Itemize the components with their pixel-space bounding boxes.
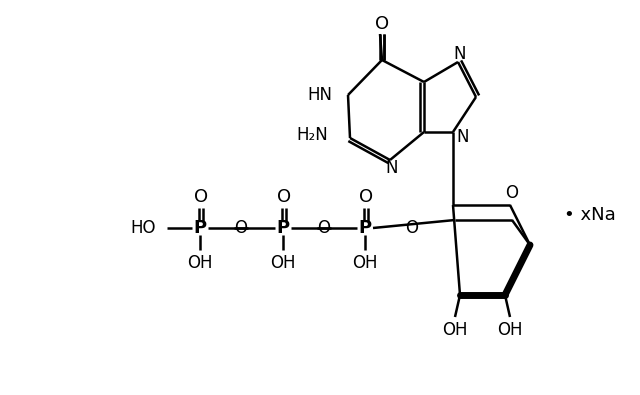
Text: O: O: [359, 188, 373, 206]
Text: O: O: [234, 219, 248, 237]
Text: OH: OH: [497, 321, 523, 339]
Text: O: O: [194, 188, 208, 206]
Text: P: P: [358, 219, 372, 237]
Text: P: P: [276, 219, 289, 237]
Text: OH: OH: [270, 254, 296, 272]
Text: N: N: [454, 45, 467, 63]
Text: OH: OH: [352, 254, 378, 272]
Text: O: O: [506, 184, 518, 202]
Text: H₂N: H₂N: [296, 126, 328, 144]
Text: O: O: [406, 219, 419, 237]
Text: N: N: [457, 128, 469, 146]
Text: O: O: [317, 219, 330, 237]
Text: O: O: [375, 15, 389, 33]
Text: O: O: [277, 188, 291, 206]
Text: OH: OH: [188, 254, 212, 272]
Text: N: N: [386, 159, 398, 177]
Text: • xNa: • xNa: [564, 206, 616, 224]
Text: HN: HN: [307, 86, 332, 104]
Text: OH: OH: [442, 321, 468, 339]
Text: HO: HO: [131, 219, 156, 237]
Text: P: P: [193, 219, 207, 237]
